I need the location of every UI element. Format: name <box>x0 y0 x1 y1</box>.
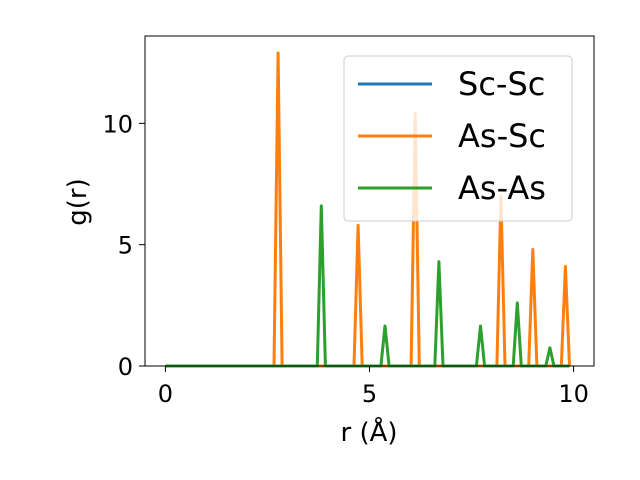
legend-label-as-sc: As-Sc <box>458 117 546 155</box>
legend-box <box>343 55 573 222</box>
series-line-as-as <box>165 204 570 368</box>
legend-label-sc-sc: Sc-Sc <box>458 65 545 103</box>
y-tick-label: 0 <box>118 353 133 381</box>
x-tick-label: 10 <box>558 380 589 408</box>
legend-label-as-as: As-As <box>458 169 546 207</box>
tick-layer: 0 5 10 0 5 10 <box>102 110 588 408</box>
x-tick-label: 5 <box>362 380 377 408</box>
x-axis-label: r (Å) <box>340 416 397 448</box>
legend: Sc-Sc As-Sc As-As <box>343 55 573 222</box>
y-axis-label: g(r) <box>63 178 93 225</box>
x-tick-label: 0 <box>158 380 173 408</box>
y-tick-label: 10 <box>102 110 133 138</box>
y-tick-label: 5 <box>118 232 133 260</box>
